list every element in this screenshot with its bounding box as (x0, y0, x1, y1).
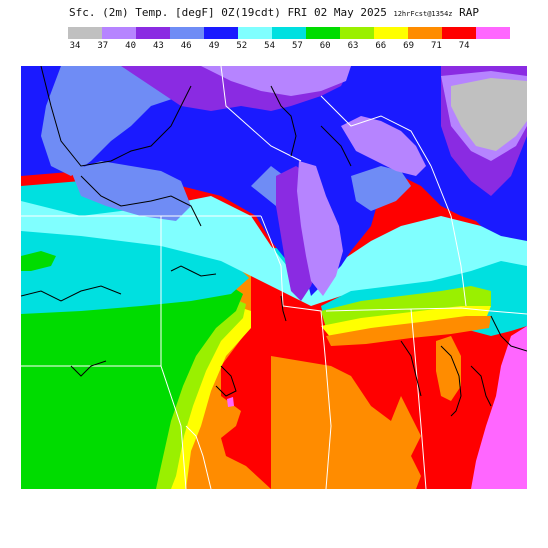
legend-label: 60 (319, 41, 331, 51)
fill-49-east (341, 226, 527, 291)
legend-swatch (476, 27, 510, 39)
legend-label: 63 (347, 41, 359, 51)
legend-label: 69 (403, 41, 415, 51)
legend-label: 49 (208, 41, 220, 51)
color-legend (68, 27, 510, 39)
legend-labels: 34 37 40 43 46 49 52 54 57 60 63 66 69 71 74 (0, 41, 548, 53)
legend-label: 54 (264, 41, 276, 51)
legend-swatch (204, 27, 238, 39)
fill-37-lake (297, 161, 343, 296)
legend-swatch (272, 27, 306, 39)
fill-54-band (21, 278, 243, 489)
legend-label: 34 (69, 41, 81, 51)
title-model: RAP (459, 6, 480, 19)
legend-swatch (374, 27, 408, 39)
temperature-map (21, 66, 527, 489)
map-title: Sfc. (2m) Temp. [degF] 0Z(19cdt) FRI 02 … (0, 6, 548, 19)
fill-52-band-south (21, 216, 249, 314)
legend-swatch (102, 27, 136, 39)
state-boundaries (21, 66, 527, 489)
fill-37-bay (341, 116, 426, 176)
fill-69-spot (227, 397, 234, 407)
title-main: Sfc. (2m) Temp. [degF] 0Z(19cdt) FRI 02 … (68, 6, 387, 19)
fill-43-east (351, 166, 411, 211)
legend-swatch (340, 27, 374, 39)
fill-43-blob (71, 161, 191, 221)
fill-34-east (451, 78, 527, 151)
legend-label: 40 (125, 41, 137, 51)
legend-label: 57 (291, 41, 303, 51)
legend-label: 43 (152, 41, 164, 51)
title-run: 12hrFcst@1354z (393, 10, 453, 18)
contour-lines (21, 66, 527, 417)
legend-label: 74 (458, 41, 470, 51)
legend-label: 52 (236, 41, 248, 51)
fill-63-east (326, 316, 491, 346)
legend-label: 37 (97, 41, 109, 51)
legend-swatch (136, 27, 170, 39)
legend-swatch (408, 27, 442, 39)
legend-label: 46 (180, 41, 192, 51)
legend-label: 66 (375, 41, 387, 51)
legend-swatch (442, 27, 476, 39)
legend-swatch (68, 27, 102, 39)
legend-swatch (238, 27, 272, 39)
fill-63-east-pocket (436, 336, 461, 401)
legend-label: 71 (430, 41, 442, 51)
fill-69-southeast (471, 326, 527, 489)
legend-swatch (306, 27, 340, 39)
fill-37-north (201, 66, 351, 96)
legend-swatch (170, 27, 204, 39)
fill-54-west (21, 251, 56, 271)
map-svg (21, 66, 527, 489)
fill-63-south (271, 356, 421, 489)
